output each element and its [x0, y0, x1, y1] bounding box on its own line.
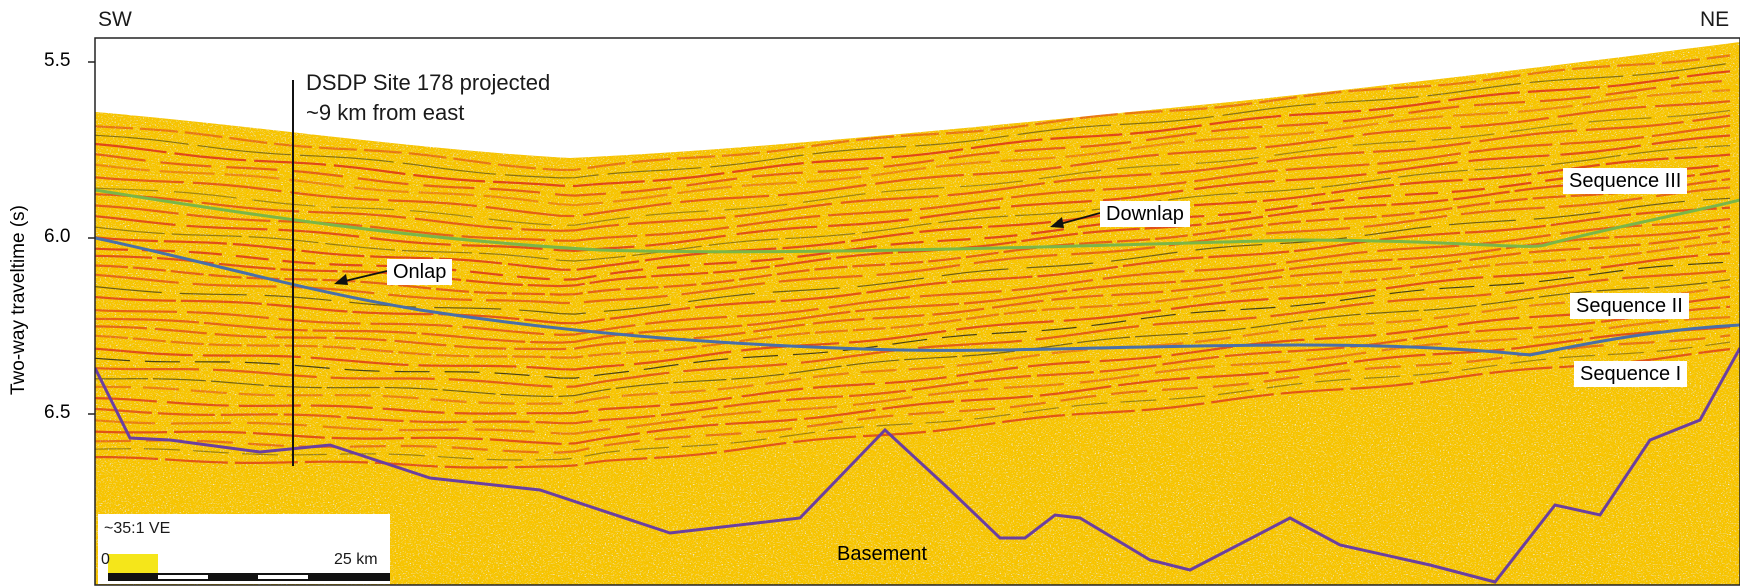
reflector-line	[95, 269, 1731, 389]
reflector-line	[95, 124, 1731, 242]
blue-horizon	[95, 236, 1740, 357]
reflector-line	[95, 197, 1731, 315]
y-axis-title-wrap: Two-way traveltime (s)	[4, 0, 34, 587]
onlap-arrow	[334, 270, 388, 285]
scale-bar	[98, 514, 390, 584]
reflector-line	[95, 231, 1731, 351]
downlap-arrow	[1050, 212, 1101, 228]
sequence-iii-label: Sequence III	[1563, 168, 1688, 194]
orientation-sw: SW	[98, 8, 132, 31]
reflector-line	[95, 217, 1731, 337]
basement-label: Basement	[837, 543, 928, 565]
reflector-line	[95, 177, 1731, 296]
reflector-line	[95, 134, 1731, 253]
onlap-label: Onlap	[387, 259, 453, 285]
reflector-line	[95, 285, 1731, 405]
plot-frame	[94, 37, 1740, 586]
seismic-reflectors	[95, 54, 1731, 469]
reflector-line	[95, 70, 1731, 188]
sequence-ii-label: Sequence II	[1570, 293, 1689, 319]
reflector-line	[95, 334, 1731, 454]
reflector-line	[95, 89, 1731, 207]
y-axis-title: Two-way traveltime (s)	[8, 204, 29, 396]
reflector-line	[95, 252, 1731, 371]
reflector-line	[95, 169, 1731, 288]
site-label-line1: DSDP Site 178 projected	[306, 70, 551, 95]
y-tick-label: 5.5	[44, 50, 71, 71]
basement-horizon	[95, 347, 1740, 584]
reflector-line	[95, 109, 1731, 227]
sequence-i-label: Sequence I	[1574, 361, 1688, 387]
reflector-line	[95, 325, 1731, 445]
reflector-line	[95, 279, 1731, 398]
reflector-line	[95, 62, 1731, 179]
scale-start-label: 0	[101, 551, 110, 568]
downlap-label: Downlap	[1100, 201, 1190, 227]
reflector-line	[95, 206, 1731, 325]
reflector-line	[95, 114, 1731, 232]
reflector-line	[95, 261, 1731, 379]
orientation-ne: NE	[1700, 8, 1730, 31]
reflector-line	[95, 79, 1731, 197]
green-horizon	[95, 188, 1740, 254]
reflector-line	[95, 348, 1731, 469]
reflector-line	[95, 305, 1731, 425]
reflector-line	[95, 295, 1731, 415]
scale-end-label: 25 km	[334, 551, 378, 568]
ve-label: ~35:1 VE	[104, 520, 171, 537]
reflector-line	[95, 240, 1731, 359]
reflector-line	[95, 341, 1731, 461]
reflector-line	[95, 316, 1731, 435]
site-label-line2: ~9 km from east	[306, 100, 465, 125]
reflector-line	[95, 163, 1731, 281]
y-tick-label: 6.0	[44, 226, 71, 247]
reflector-line	[95, 153, 1731, 272]
reflector-line	[95, 186, 1731, 305]
y-tick-label: 6.5	[44, 402, 71, 423]
reflector-line	[95, 100, 1731, 218]
reflector-line	[95, 54, 1731, 172]
reflector-line	[95, 145, 1731, 262]
reflector-line	[95, 225, 1731, 344]
